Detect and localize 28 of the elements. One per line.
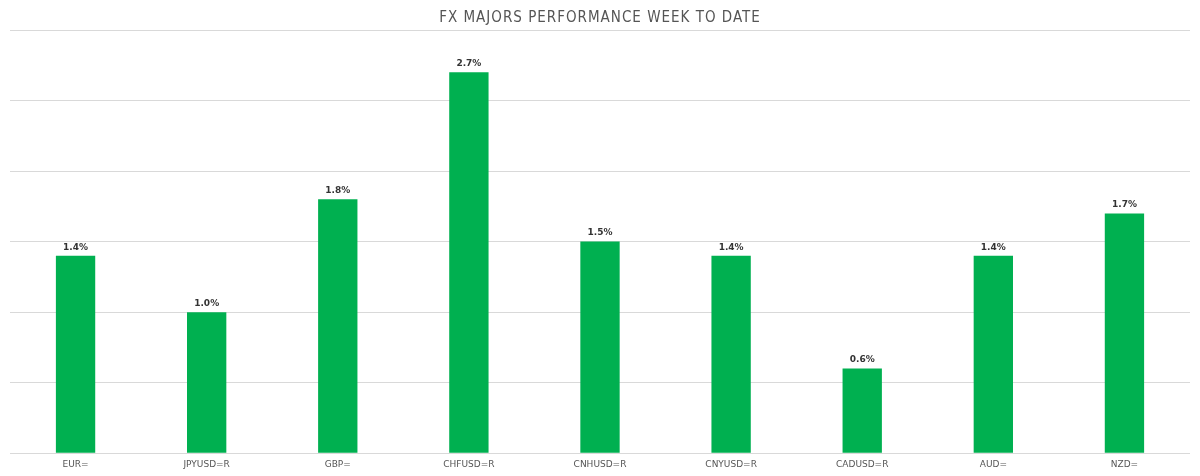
x-tick-label: GBP=	[324, 458, 351, 469]
bar	[711, 255, 751, 453]
x-tick-label: EUR=	[62, 458, 89, 469]
bar	[318, 199, 358, 453]
data-label: 0.6%	[849, 354, 875, 365]
x-tick-label: CHFUSD=R	[443, 458, 495, 469]
x-tick-label: CNHUSD=R	[573, 458, 627, 469]
data-label: 2.7%	[456, 58, 482, 69]
data-label: 1.0%	[194, 297, 220, 308]
data-label: 1.4%	[980, 241, 1006, 252]
data-label: 1.5%	[587, 227, 613, 238]
bar	[580, 241, 620, 453]
x-tick-label: NZD=	[1110, 458, 1139, 469]
x-tick-label: CADUSD=R	[836, 458, 889, 469]
bar	[842, 368, 882, 453]
data-label: 1.4%	[718, 241, 744, 252]
bar	[1104, 213, 1145, 453]
x-tick-label: AUD=	[979, 458, 1007, 469]
data-label: 1.7%	[1111, 199, 1137, 210]
bar	[973, 255, 1013, 453]
bar	[55, 255, 96, 453]
data-label: 1.4%	[63, 241, 89, 252]
x-tick-label: JPYUSD=R	[182, 458, 230, 469]
data-label: 1.8%	[325, 185, 351, 196]
bar	[449, 72, 489, 453]
x-tick-label: CNYUSD=R	[705, 458, 757, 469]
chart-title: FX MAJORS PERFORMANCE WEEK TO DATE	[438, 7, 762, 28]
bar	[187, 312, 227, 453]
